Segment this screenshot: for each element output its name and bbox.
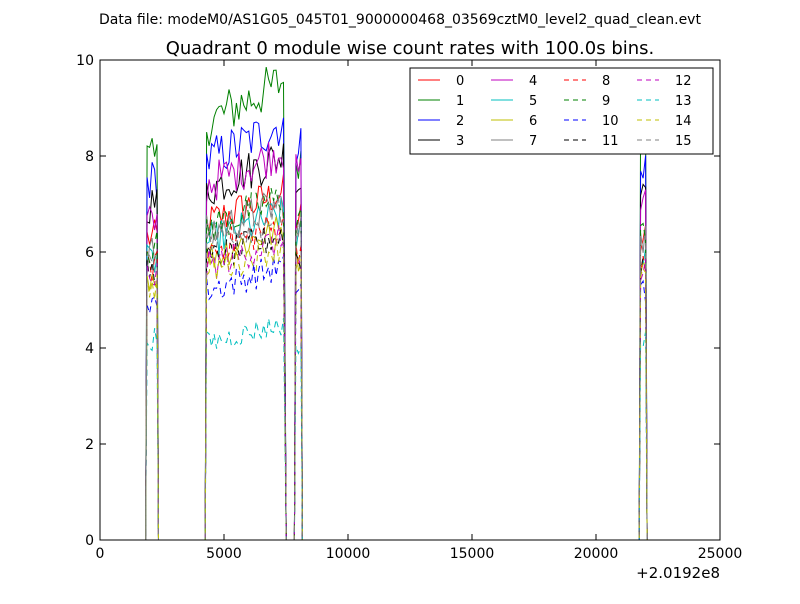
legend-label-12: 12 [675,74,692,89]
series-line-10 [129,256,651,540]
series-line-14 [129,235,651,540]
legend-label-4: 4 [529,74,537,89]
series-line-11 [129,226,651,540]
x-tick-label: 5000 [206,546,242,562]
legend-box [409,67,714,155]
series-line-12 [129,225,651,540]
series-line-9 [129,188,651,540]
chart-title: Quadrant 0 module wise count rates with … [166,38,655,59]
y-tick-label: 0 [85,533,94,549]
legend-label-15: 15 [675,134,692,149]
series-line-6 [129,216,651,540]
legend-label-0: 0 [456,74,464,89]
y-tick-label: 8 [85,149,94,165]
x-tick-label: 25000 [698,546,743,562]
legend-label-2: 2 [456,114,464,129]
legend-label-11: 11 [602,134,619,149]
x-tick-label: 20000 [574,546,619,562]
y-tick-label: 4 [85,341,94,357]
y-tick-label: 6 [85,245,94,261]
legend-label-1: 1 [456,94,464,109]
plot-area [129,67,651,540]
legend-label-5: 5 [529,94,537,109]
figure-suptitle: Data file: modeM0/AS1G05_045T01_90000004… [99,12,701,28]
legend-label-8: 8 [602,74,610,89]
legend-label-3: 3 [456,134,464,149]
series-line-0 [129,173,651,540]
series-line-4 [129,142,651,540]
x-tick-label: 10000 [326,546,371,562]
y-tick-label: 2 [85,437,94,453]
x-tick-label: 0 [96,546,105,562]
axes-frame [99,59,721,541]
series-line-1 [129,67,651,540]
y-tick-label: 10 [76,53,94,69]
x-tick-label: 15000 [450,546,495,562]
legend-label-9: 9 [602,94,610,109]
x-offset-label: +2.0192e8 [636,564,720,582]
legend-label-10: 10 [602,114,619,129]
series-line-3 [129,143,651,540]
series-line-7 [129,192,651,540]
legend-label-13: 13 [675,94,692,109]
legend-label-7: 7 [529,134,537,149]
legend-label-14: 14 [675,114,692,129]
legend-label-6: 6 [529,114,537,129]
